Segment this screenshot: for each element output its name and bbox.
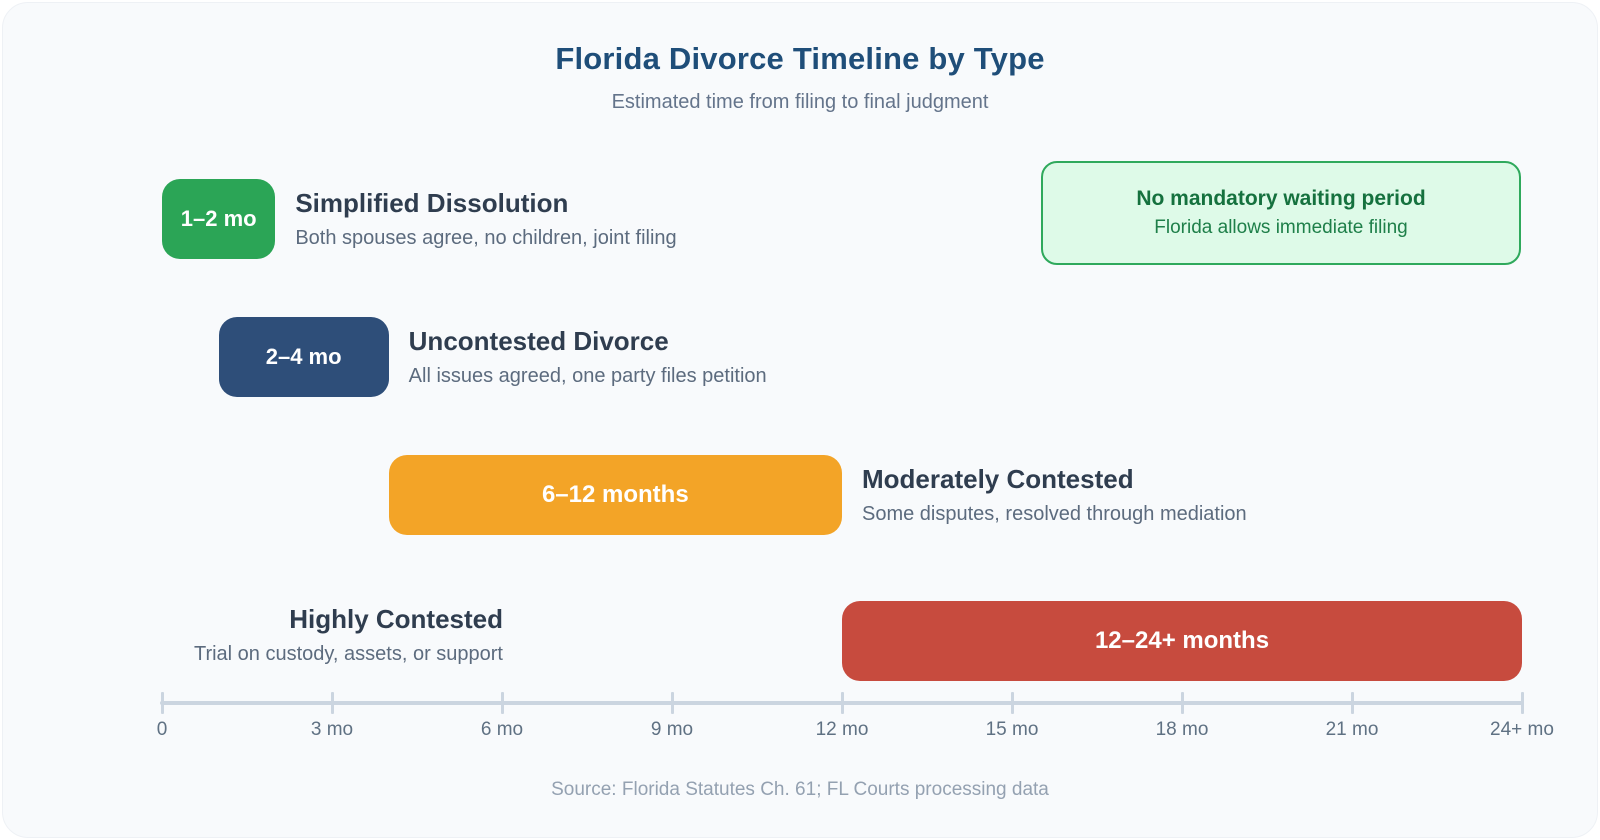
page-title: Florida Divorce Timeline by Type bbox=[555, 41, 1045, 76]
callout-description: Florida allows immediate filing bbox=[1154, 217, 1408, 238]
axis-tick bbox=[160, 692, 164, 714]
axis-tick-label: 12 mo bbox=[815, 719, 869, 740]
duration-bar-label: 2–4 mo bbox=[265, 344, 342, 369]
duration-bar-label: 1–2 mo bbox=[180, 206, 257, 231]
row-description: Both spouses agree, no children, joint f… bbox=[295, 227, 677, 249]
duration-bar-uncontested-divorce: 2–4 mo bbox=[218, 317, 389, 397]
axis-tick bbox=[330, 692, 334, 714]
row-label-uncontested-divorce: Uncontested Divorce All issues agreed, on… bbox=[409, 325, 767, 389]
row-description: All issues agreed, one party files petit… bbox=[408, 365, 767, 387]
axis-tick-label: 15 mo bbox=[985, 719, 1039, 740]
row-title: Uncontested Divorce bbox=[408, 326, 669, 356]
duration-bar-label: 12–24+ months bbox=[1094, 627, 1270, 654]
timeline-chart: Florida Divorce Timeline by Type Estimat… bbox=[3, 3, 1597, 837]
axis-tick-label: 9 mo bbox=[650, 719, 694, 740]
duration-bar-label: 6–12 months bbox=[541, 481, 689, 508]
axis-tick bbox=[1180, 692, 1184, 714]
source-footnote: Source: Florida Statutes Ch. 61; FL Cour… bbox=[551, 779, 1049, 800]
row-label-simplified-dissolution: Simplified Dissolution Both spouses agree… bbox=[295, 187, 676, 251]
axis-tick bbox=[1520, 692, 1524, 714]
row-label-moderately-contested: Moderately Contested Some disputes, resol… bbox=[862, 463, 1247, 527]
axis-tick-label: 6 mo bbox=[480, 719, 524, 740]
row-label-highly-contested: Highly Contested Trial on custody, assets… bbox=[194, 603, 503, 667]
row-description: Trial on custody, assets, or support bbox=[193, 643, 503, 665]
axis-tick bbox=[500, 692, 504, 714]
no-waiting-period-callout: No mandatory waiting period Florida allo… bbox=[1041, 161, 1521, 265]
axis-tick-label: 0 bbox=[156, 719, 168, 740]
axis-tick-label: 18 mo bbox=[1155, 719, 1209, 740]
axis-tick bbox=[1010, 692, 1014, 714]
callout-title: No mandatory waiting period bbox=[1136, 187, 1426, 210]
row-title: Simplified Dissolution bbox=[295, 188, 569, 218]
row-title: Moderately Contested bbox=[862, 464, 1134, 494]
axis-tick bbox=[1350, 692, 1354, 714]
duration-bar-highly-contested: 12–24+ months bbox=[842, 601, 1522, 681]
row-description: Some disputes, resolved through mediatio… bbox=[862, 503, 1247, 525]
row-title: Highly Contested bbox=[289, 604, 503, 634]
axis-tick-label: 24+ mo bbox=[1490, 719, 1554, 740]
page-subtitle: Estimated time from filing to final judg… bbox=[611, 91, 989, 113]
axis-tick-label: 3 mo bbox=[310, 719, 354, 740]
axis-tick-label: 21 mo bbox=[1325, 719, 1379, 740]
axis-tick bbox=[670, 692, 674, 714]
duration-bar-simplified-dissolution: 1–2 mo bbox=[162, 179, 276, 259]
duration-bar-moderately-contested: 6–12 months bbox=[388, 455, 842, 535]
axis-tick bbox=[840, 692, 844, 714]
